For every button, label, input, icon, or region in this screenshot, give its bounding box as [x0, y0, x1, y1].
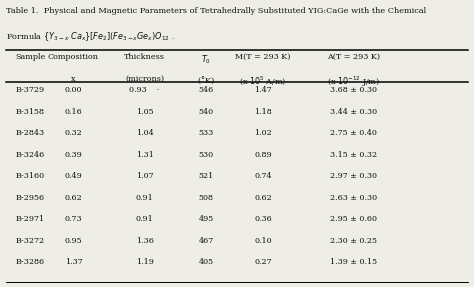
Text: 3.68 ± 0.30: 3.68 ± 0.30: [329, 86, 377, 94]
Text: 0.95: 0.95: [64, 237, 82, 245]
Text: 0.00: 0.00: [65, 86, 82, 94]
Text: 0.27: 0.27: [254, 258, 272, 266]
Text: Thickness: Thickness: [124, 53, 165, 61]
Text: 2.75 ± 0.40: 2.75 ± 0.40: [330, 129, 376, 137]
Text: 1.04: 1.04: [136, 129, 154, 137]
Text: 1.39 ± 0.15: 1.39 ± 0.15: [329, 258, 377, 266]
Text: B-2956: B-2956: [15, 194, 44, 202]
Text: A(T = 293 K): A(T = 293 K): [327, 53, 380, 61]
Text: B-3160: B-3160: [15, 172, 44, 180]
Text: 0.91: 0.91: [136, 215, 154, 223]
Text: 2.30 ± 0.25: 2.30 ± 0.25: [329, 237, 377, 245]
Text: Table 1.  Physical and Magnetic Parameters of Tetrahedrally Substituted YIG:CaGe: Table 1. Physical and Magnetic Parameter…: [6, 7, 426, 15]
Text: 0.10: 0.10: [254, 237, 272, 245]
Text: 0.39: 0.39: [64, 151, 82, 159]
Text: 1.47: 1.47: [254, 86, 272, 94]
Text: 1.02: 1.02: [254, 129, 272, 137]
Text: (microns): (microns): [125, 75, 164, 83]
Text: 0.36: 0.36: [254, 215, 272, 223]
Text: 1.31: 1.31: [136, 151, 154, 159]
Text: 0.49: 0.49: [64, 172, 82, 180]
Text: (x $10^{-12}$ J/m): (x $10^{-12}$ J/m): [327, 75, 380, 89]
Text: 521: 521: [199, 172, 214, 180]
Text: 0.62: 0.62: [64, 194, 82, 202]
Text: 2.95 ± 0.60: 2.95 ± 0.60: [329, 215, 377, 223]
Text: (x $10^5$ A/m): (x $10^5$ A/m): [239, 75, 287, 87]
Text: 1.37: 1.37: [64, 258, 82, 266]
Text: 0.89: 0.89: [254, 151, 272, 159]
Text: 3.44 ± 0.30: 3.44 ± 0.30: [329, 108, 377, 116]
Text: 0.91: 0.91: [136, 194, 154, 202]
Text: ($°$K): ($°$K): [197, 75, 215, 86]
Text: 533: 533: [199, 129, 214, 137]
Text: 0.32: 0.32: [64, 129, 82, 137]
Text: x: x: [71, 75, 76, 83]
Text: 1.19: 1.19: [136, 258, 154, 266]
Text: B-3286: B-3286: [15, 258, 44, 266]
Text: 540: 540: [199, 108, 214, 116]
Text: B-3246: B-3246: [15, 151, 45, 159]
Text: 467: 467: [199, 237, 214, 245]
Text: 546: 546: [199, 86, 214, 94]
Text: 0.16: 0.16: [64, 108, 82, 116]
Text: Sample: Sample: [15, 53, 46, 61]
Text: B-3729: B-3729: [15, 86, 44, 94]
Text: 2.97 ± 0.30: 2.97 ± 0.30: [329, 172, 377, 180]
Text: M(T = 293 K): M(T = 293 K): [235, 53, 291, 61]
Text: 0.73: 0.73: [64, 215, 82, 223]
Text: 530: 530: [199, 151, 214, 159]
Text: 0.74: 0.74: [254, 172, 272, 180]
Text: B-2843: B-2843: [15, 129, 44, 137]
Text: 1.18: 1.18: [254, 108, 272, 116]
Text: 0.93    ·: 0.93 ·: [129, 86, 160, 94]
Text: 1.05: 1.05: [136, 108, 154, 116]
Text: 508: 508: [199, 194, 214, 202]
Text: 2.63 ± 0.30: 2.63 ± 0.30: [329, 194, 377, 202]
Text: B-3272: B-3272: [15, 237, 44, 245]
Text: Formula $\{Y_{3-x}\ Ca_x\}[Fe_2](Fe_{3-x}Ge_x)O_{12}\ .$: Formula $\{Y_{3-x}\ Ca_x\}[Fe_2](Fe_{3-x…: [6, 30, 174, 43]
Text: 1.07: 1.07: [136, 172, 154, 180]
Text: 405: 405: [199, 258, 214, 266]
Text: $T_0$: $T_0$: [201, 53, 211, 66]
Text: B-3158: B-3158: [15, 108, 44, 116]
Text: Composition: Composition: [48, 53, 99, 61]
Text: 1.36: 1.36: [136, 237, 154, 245]
Text: 495: 495: [199, 215, 214, 223]
Text: B-2971: B-2971: [15, 215, 44, 223]
Text: 3.15 ± 0.32: 3.15 ± 0.32: [329, 151, 377, 159]
Text: 0.62: 0.62: [254, 194, 272, 202]
